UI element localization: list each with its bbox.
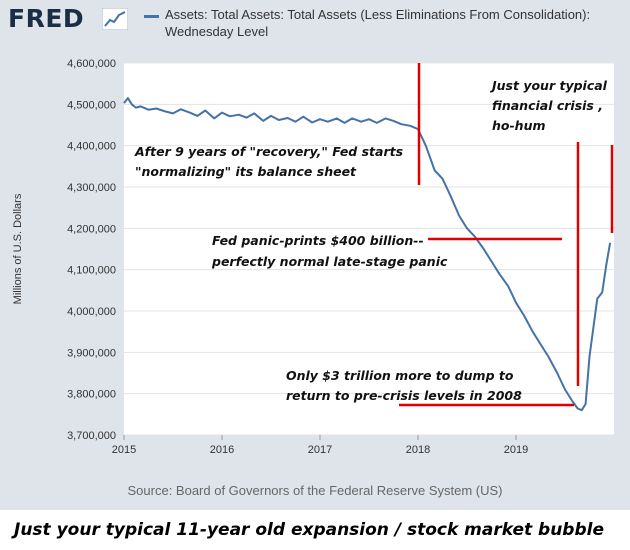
annotation-crisis-line2: financial crisis , [492, 98, 603, 113]
y-tick-label: 4,000,000 [67, 306, 116, 318]
y-tick-label: 3,900,000 [67, 347, 116, 359]
plot-area [124, 63, 614, 435]
x-axis-ticks: 2015 2016 2017 2018 2019 [112, 435, 528, 456]
x-tick-label: 2017 [308, 444, 332, 456]
x-tick-label: 2019 [504, 444, 528, 456]
annotation-normalizing-line1: After 9 years of "recovery," Fed starts [134, 144, 403, 159]
y-tick-label: 4,200,000 [67, 223, 116, 235]
chart-svg: 3,700,000 3,800,000 3,900,000 4,000,000 4,10… [12, 58, 614, 456]
y-tick-label: 4,400,000 [67, 141, 116, 153]
y-tick-label: 4,500,000 [67, 99, 116, 111]
annotation-crisis-line1: Just your typical [489, 78, 608, 93]
annotation-lines [399, 63, 614, 407]
annotation-normalizing-line2: "normalizing" its balance sheet [135, 164, 357, 179]
legend-swatch [144, 15, 159, 18]
x-tick-label: 2015 [112, 444, 136, 456]
y-tick-label: 4,600,000 [67, 58, 116, 70]
series-line [123, 97, 612, 412]
line-chart-icon [102, 8, 128, 30]
bottom-caption: Just your typical 11-year old expansion … [14, 520, 604, 540]
annotation-dump-line1: Only $3 trillion more to dump to [286, 368, 514, 383]
annotation-crisis-line3: ho-hum [492, 118, 546, 133]
fred-logo: FRED [8, 4, 85, 33]
legend-label: Assets: Total Assets: Total Assets (Less… [165, 7, 591, 39]
annotation-panic-line2: perfectly normal late-stage panic [211, 254, 448, 269]
x-tick-label: 2016 [210, 444, 234, 456]
source-note: Source: Board of Governors of the Federa… [127, 483, 503, 498]
y-tick-label: 4,100,000 [67, 265, 116, 277]
x-tick-label: 2018 [406, 444, 430, 456]
grid [124, 62, 614, 436]
y-axis-ticks: 3,700,000 3,800,000 3,900,000 4,000,000 4,10… [67, 58, 116, 442]
y-axis-label: Millions of U.S. Dollars [12, 193, 24, 304]
y-tick-label: 4,300,000 [67, 182, 116, 194]
annotation-panic-line1: Fed panic-prints $400 billion-- [212, 233, 424, 248]
annotation-dump-line2: return to pre-crisis levels in 2008 [286, 388, 522, 403]
y-tick-label: 3,800,000 [67, 389, 116, 401]
y-tick-label: 3,700,000 [67, 430, 116, 442]
